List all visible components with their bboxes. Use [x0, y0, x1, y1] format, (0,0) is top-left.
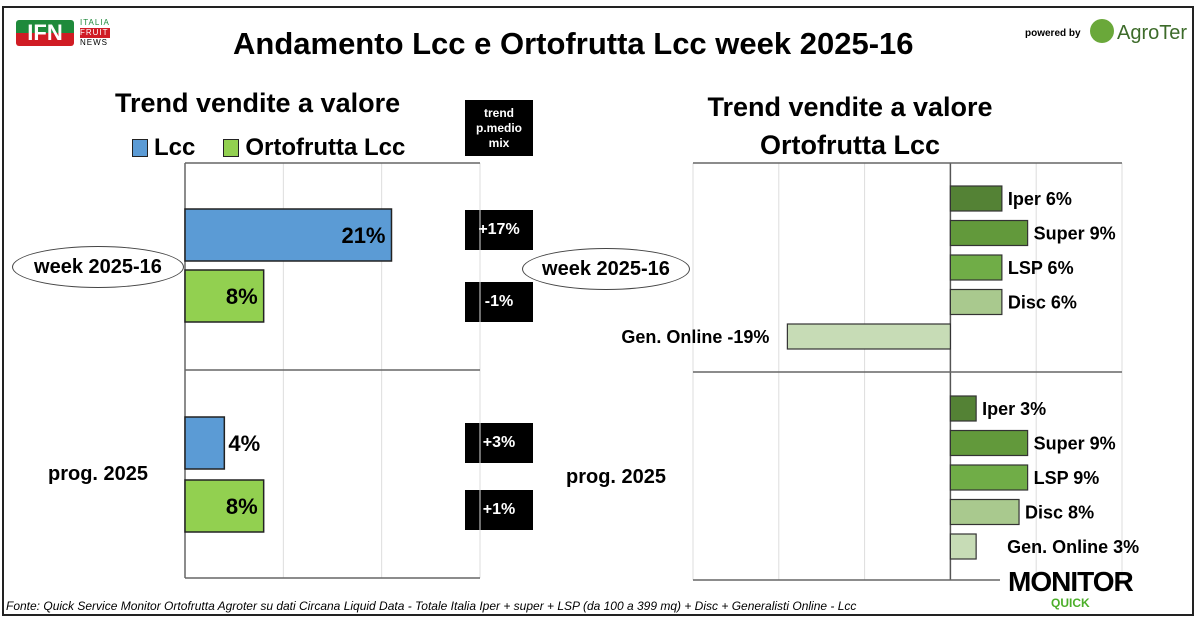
trend-value: +1% [465, 490, 533, 530]
trend-value: +3% [465, 423, 533, 463]
trend-value: +17% [465, 210, 533, 250]
data-label: 21% [341, 223, 385, 248]
frame [2, 6, 1194, 616]
bar-super [949, 219, 1029, 247]
right-chart-title: Trend vendite a valore Ortofrutta Lcc [707, 92, 993, 160]
data-label: Disc 6% [1008, 293, 1077, 313]
data-label: 4% [228, 431, 260, 456]
bar-iper [949, 185, 1003, 212]
bar-disc [949, 498, 1020, 526]
monitor-logo-sub: QUICK [1051, 596, 1090, 610]
legend-label-ortofrutta: Ortofrutta Lcc [245, 134, 406, 161]
bar-ortofrutta-lcc [184, 269, 265, 323]
bar-gen-online [949, 533, 977, 560]
data-label: Gen. Online 3% [1007, 537, 1139, 557]
category-prog-right: prog. 2025 [566, 466, 667, 488]
left-chart-title: Trend vendite a valore [115, 88, 401, 118]
monitor-logo-text: MONITOR [1008, 566, 1134, 597]
bar-lsp [949, 464, 1029, 491]
data-label: Disc 8% [1025, 503, 1094, 523]
bar-ortofrutta-lcc [184, 479, 265, 533]
logo-sub: NEWS [80, 38, 108, 47]
bar-super [949, 429, 1029, 457]
ifn-logo-text: IFN [16, 20, 74, 46]
bar-lcc [184, 208, 393, 262]
data-label: Super 9% [1034, 434, 1116, 454]
bar-lcc [184, 416, 226, 470]
data-label: Super 9% [1034, 224, 1116, 244]
data-label: Iper 6% [1008, 189, 1072, 209]
data-label: 8% [226, 284, 258, 309]
legend-swatch-lcc [132, 139, 148, 157]
logo-sub: FRUIT [80, 28, 110, 38]
category-week-left: week 2025-16 [12, 246, 184, 288]
bar-iper [949, 395, 977, 422]
category-prog-left: prog. 2025 [48, 463, 149, 485]
powered-by: powered by [1025, 28, 1081, 39]
page-title: Andamento Lcc e Ortofrutta Lcc week 2025… [233, 26, 914, 61]
legend: Lcc Ortofrutta Lcc [132, 134, 405, 162]
category-week-right: week 2025-16 [522, 248, 690, 290]
monitor-quick-logo: MONITOR QUICK [1008, 566, 1134, 611]
trend-box-header: trend p.medio mix [465, 100, 533, 156]
data-label: Iper 3% [982, 399, 1046, 419]
bar-lsp [949, 254, 1003, 281]
bar-gen-online [786, 323, 952, 350]
legend-swatch-ortofrutta [223, 139, 240, 157]
agroter-brand: AgroTer [1117, 22, 1188, 44]
bar-disc [949, 288, 1003, 316]
trend-value: -1% [465, 282, 533, 322]
data-label: 8% [226, 494, 258, 519]
agroter-logo [1090, 19, 1114, 43]
data-label: Gen. Online -19% [621, 327, 769, 347]
legend-label-lcc: Lcc [154, 134, 196, 161]
logo-sub: ITALIA [80, 18, 110, 27]
source-note: Fonte: Quick Service Monitor Ortofrutta … [6, 599, 857, 613]
data-label: LSP 9% [1034, 468, 1100, 488]
data-label: LSP 6% [1008, 258, 1074, 278]
